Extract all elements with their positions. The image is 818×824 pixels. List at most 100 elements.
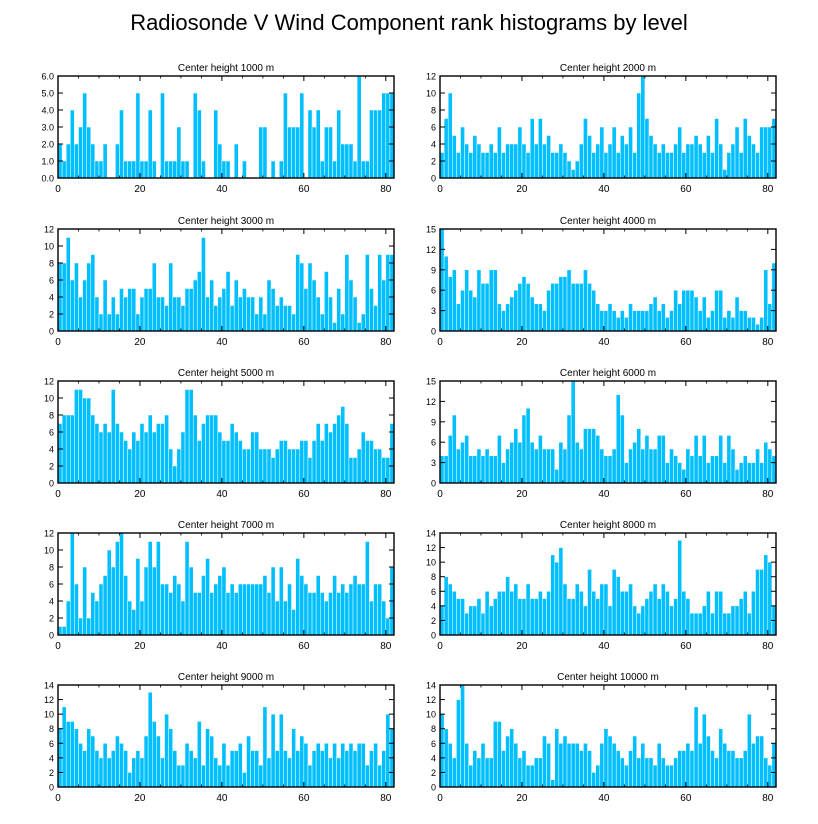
bar — [188, 566, 194, 636]
bar — [656, 435, 662, 484]
bar — [164, 305, 169, 332]
bar — [262, 706, 268, 788]
plot-frame — [439, 380, 777, 484]
bar — [566, 598, 572, 636]
bar — [283, 600, 288, 636]
bar — [464, 743, 469, 788]
bar — [135, 313, 141, 332]
x-tick-label: 20 — [516, 489, 528, 500]
chart-panel-1: Center height 1000 m 0 20 40 60 80 0.0 1.0 2.0 3.… — [41, 63, 395, 195]
bar — [315, 296, 321, 332]
bar — [693, 296, 699, 332]
plot-frame — [439, 684, 777, 788]
x-tick-label: 0 — [437, 184, 443, 195]
bar — [640, 448, 646, 484]
bar — [209, 414, 214, 484]
bar — [160, 583, 165, 636]
bar — [151, 721, 157, 788]
bar — [673, 143, 678, 179]
bar — [377, 764, 382, 788]
bar — [192, 414, 198, 484]
bar — [632, 310, 637, 332]
bar — [718, 591, 723, 636]
bar — [262, 575, 268, 636]
bar — [529, 598, 535, 636]
bar — [538, 757, 543, 788]
bar — [348, 743, 354, 788]
bar — [685, 289, 691, 332]
bar — [501, 750, 506, 788]
bar — [632, 605, 637, 636]
bar — [505, 303, 510, 332]
bar — [151, 566, 157, 636]
bar — [348, 583, 354, 636]
bar — [587, 428, 592, 484]
bar — [738, 462, 744, 484]
bar — [332, 160, 337, 179]
bar — [484, 152, 490, 179]
bar — [472, 455, 478, 484]
bar — [217, 296, 223, 332]
bar — [677, 540, 683, 636]
bar — [636, 92, 642, 179]
bar — [566, 414, 572, 484]
bar — [533, 757, 539, 788]
bar — [94, 750, 100, 788]
bar — [127, 448, 133, 484]
bar — [250, 431, 255, 484]
bar — [636, 612, 642, 636]
bar — [636, 310, 642, 332]
bar — [546, 591, 551, 636]
y-tick-label: 4 — [49, 293, 54, 303]
bar — [111, 566, 116, 636]
bar — [65, 721, 71, 788]
bar — [311, 750, 317, 788]
panel-title: Center height 1000 m — [178, 63, 274, 74]
bar — [373, 743, 378, 788]
bar — [562, 583, 568, 636]
bar — [360, 160, 366, 179]
bar — [509, 441, 515, 484]
bar — [742, 750, 748, 788]
bar — [566, 743, 572, 788]
bar — [697, 455, 703, 484]
bar — [119, 288, 124, 332]
chart-panel-5: Center height 5000 m 0 20 40 60 80 0 2 4 6 8 10 12 — [44, 368, 395, 500]
y-tick-label: 15 — [426, 377, 436, 387]
bar — [172, 465, 178, 484]
y-tick-label: 6 — [49, 428, 54, 438]
x-tick-label: 20 — [134, 489, 146, 500]
bar — [628, 126, 633, 179]
bar — [225, 271, 231, 332]
bar — [493, 455, 498, 484]
bar — [324, 126, 329, 179]
bar — [689, 750, 695, 788]
x-tick-label: 0 — [437, 793, 443, 804]
bar — [529, 441, 535, 484]
bar — [693, 435, 699, 484]
bar — [464, 612, 469, 636]
bar — [102, 143, 108, 179]
bar — [192, 279, 198, 332]
y-tick-label: 0 — [431, 479, 436, 489]
bar — [611, 743, 617, 788]
bar — [669, 764, 674, 788]
y-tick-label: 3 — [431, 458, 436, 468]
bar — [147, 288, 153, 332]
bar — [550, 779, 555, 788]
x-tick-label: 60 — [680, 489, 692, 500]
bar — [697, 310, 703, 332]
bar — [201, 575, 206, 636]
bar — [160, 757, 165, 788]
bar — [460, 441, 465, 484]
x-tick-label: 80 — [762, 337, 774, 348]
bar — [127, 160, 133, 179]
bar — [139, 160, 145, 179]
bar — [340, 743, 346, 788]
bar — [143, 566, 149, 636]
y-tick-label: 10 — [44, 546, 54, 556]
bar — [546, 448, 551, 484]
bar — [365, 254, 370, 332]
bar — [131, 431, 137, 484]
bar — [176, 126, 182, 179]
